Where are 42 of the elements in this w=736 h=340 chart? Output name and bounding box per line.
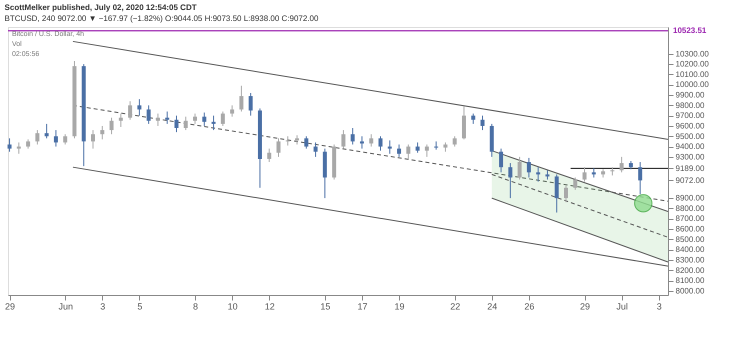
y-tick-label: 9800.00 bbox=[676, 100, 705, 110]
y-tick-label: 10200.00 bbox=[676, 60, 710, 69]
x-tick-label: 12 bbox=[264, 302, 275, 312]
x-tick-label: 10 bbox=[228, 302, 238, 312]
y-tick-label: 9700.00 bbox=[676, 111, 705, 120]
x-tick-label: 15 bbox=[320, 302, 330, 312]
y-tick-label: 8400.00 bbox=[676, 245, 705, 254]
y-tick-label: 8900.00 bbox=[676, 194, 705, 203]
chart-title: ScottMelker published, July 02, 2020 12:54:05 CDT bbox=[4, 2, 197, 12]
x-tick-label: 3 bbox=[656, 302, 662, 312]
y-tick-label: 9900.00 bbox=[676, 90, 705, 100]
y-tick-label: 8700.00 bbox=[676, 214, 705, 224]
y-tick-label: 10100.00 bbox=[676, 70, 710, 79]
x-tick-label: 26 bbox=[524, 302, 534, 312]
y-tick-label: 10300.00 bbox=[676, 49, 710, 58]
x-tick-label: Jun bbox=[58, 302, 73, 312]
x-tick-label: 3 bbox=[100, 302, 106, 312]
y-tick-label: 8100.00 bbox=[676, 276, 705, 286]
y-tick-label: 9400.00 bbox=[676, 142, 705, 152]
x-tick-label: 8 bbox=[193, 302, 198, 312]
x-tick-label: Jul bbox=[616, 302, 628, 312]
y-tick-label: 8200.00 bbox=[676, 266, 705, 275]
x-tick-label: 29 bbox=[5, 302, 16, 312]
y-tick-label: 8500.00 bbox=[676, 234, 705, 244]
ref-line-label: 10523.51 bbox=[673, 26, 707, 35]
y-tick-label: 8600.00 bbox=[676, 224, 705, 234]
y-tick-label: 8300.00 bbox=[676, 255, 705, 264]
x-tick-label: 17 bbox=[357, 302, 368, 312]
y-tick-label: 8000.00 bbox=[676, 286, 705, 296]
x-tick-label: 24 bbox=[487, 302, 498, 312]
y-tick-label: 9189.00 bbox=[676, 164, 705, 173]
x-tick-label: 5 bbox=[137, 302, 142, 312]
x-tick-label: 29 bbox=[580, 302, 590, 312]
y-tick-label: 8800.00 bbox=[676, 204, 705, 213]
y-tick-label: 9500.00 bbox=[676, 132, 705, 141]
y-tick-label: 9600.00 bbox=[676, 121, 705, 130]
y-tick-label: 9072.00 bbox=[676, 176, 705, 185]
chart-subtitle: BTCUSD, 240 9072.00 ▼ −167.97 (−1.82%) O:9044.05 H:9073.50 L:8938.00 C:9072.00 bbox=[4, 14, 320, 23]
y-tick-label: 10000.00 bbox=[676, 80, 710, 90]
x-tick-label: 19 bbox=[394, 302, 405, 312]
x-tick-label: 22 bbox=[450, 302, 460, 312]
y-tick-label: 9300.00 bbox=[676, 152, 705, 162]
